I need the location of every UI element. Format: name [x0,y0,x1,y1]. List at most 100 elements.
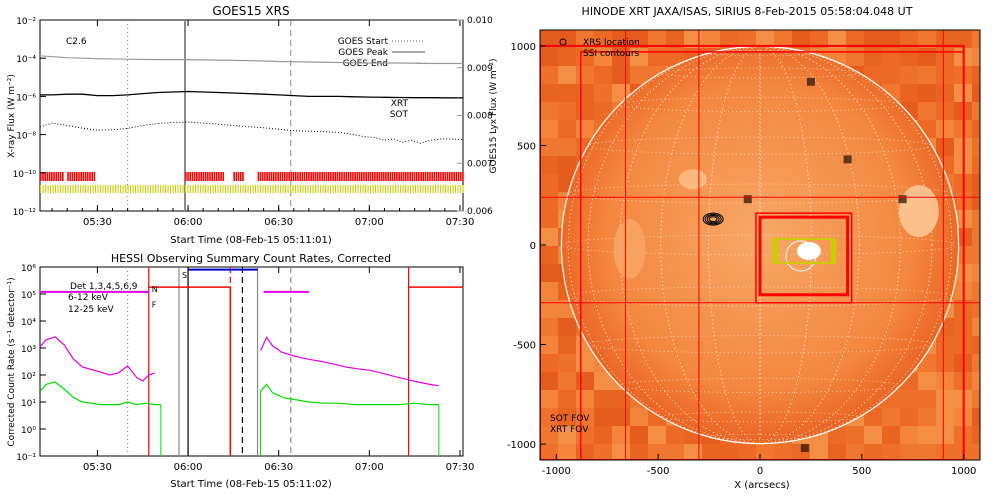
image-tile [648,426,666,444]
sot-observation-tick [65,185,67,193]
image-tile [900,390,918,408]
xrt-observation-tick [275,172,277,181]
image-tile [540,156,558,174]
xrt-observation-tick [48,172,51,181]
sot-observation-tick [445,185,447,193]
image-tile [540,354,558,372]
image-tile [810,444,828,460]
image-tile [540,408,558,426]
xrt-observation-tick [259,172,262,181]
image-tile [972,210,980,228]
dark-speck [743,195,752,204]
sot-observation-tick [102,185,104,193]
image-tile [972,84,980,102]
xrt-observation-tick [314,172,317,181]
sot-observation-tick [127,185,129,193]
sot-observation-tick [97,185,99,193]
sot-observation-tick [100,185,102,193]
goes-xrs-panel: GOES15 XRS Start Time (08-Feb-15 05:11:0… [7,4,499,246]
sot-observation-tick [335,185,337,193]
image-tile [972,426,980,444]
latitude-gridline [660,67,860,79]
goes-x-tick-label: 07:30 [446,217,475,228]
image-tile [540,444,558,460]
image-tile [936,336,954,354]
sot-observation-tick [320,185,322,193]
image-tile [540,30,558,48]
image-tile [558,426,576,444]
image-tile [630,30,648,48]
sot-observation-tick [107,185,109,193]
sot-observation-tick [305,185,307,193]
sot-observation-tick [135,185,137,193]
image-tile [864,48,882,66]
sot-observation-tick [265,185,267,193]
xrt-observation-tick [218,172,220,181]
latitude-gridline [587,136,933,155]
image-tile [972,372,980,390]
sot-observation-tick [405,185,407,193]
image-tile [594,390,612,408]
hessi-contour [704,213,722,225]
latitude-gridline [708,50,812,57]
sot-observation-tick [447,185,449,193]
xrt-observation-tick [426,172,429,181]
image-tile [540,282,558,300]
image-tile [774,30,792,48]
sot-observation-tick [162,185,164,193]
sot-observation-tick [370,185,372,193]
sot-observation-tick [212,185,214,193]
sot-observation-tick [397,185,399,193]
latitude-gridline [660,411,860,423]
image-tile [972,156,980,174]
goes-x-tick-label: 06:30 [264,217,293,228]
image-tile [576,66,594,84]
image-tile [594,84,612,102]
sot-observation-tick [180,185,182,193]
image-tile [540,120,558,138]
image-tile [576,120,594,138]
xrt-observation-tick [404,172,407,181]
xrt-observation-tick [312,172,315,181]
image-tile [540,264,558,282]
sot-observation-tick [270,185,272,193]
sot-observation-tick [420,185,422,193]
latitude-gridline [619,97,901,112]
sot-observation-tick [327,185,329,193]
goes-short-line [39,121,464,144]
image-tile [558,66,576,84]
sot-observation-tick [360,185,362,193]
image-tile [918,30,936,48]
hessi-y-tick-label: 10⁰ [21,426,36,436]
hessi-y-axis-label: Corrected Count Rate (s⁻¹ detector⁻¹) [7,277,17,446]
xrt-observation-tick [380,172,383,181]
xrt-y-tick-label: -500 [513,341,536,352]
sot-observation-tick [345,185,347,193]
xrt-observation-tick [193,172,196,181]
sot-observation-tick [312,185,314,193]
xrt-observation-tick [437,172,440,181]
image-tile [972,120,980,138]
sot-observation-tick [137,185,139,193]
image-tile [558,156,576,174]
sot-observation-tick [207,185,209,193]
image-tile [954,30,972,48]
image-tile [774,444,792,460]
xrt-observation-tick [281,172,284,181]
xrt-observation-tick [264,172,266,181]
xrt-observation-tick [73,172,76,181]
sot-observation-tick [430,185,432,193]
sot-observation-tick [70,185,72,193]
image-tile [972,408,980,426]
image-tile [540,210,558,228]
xrt-observation-tick [288,172,290,181]
xrt-observation-tick [409,172,411,181]
sot-observation-tick [235,185,237,193]
sot-observation-tick [125,185,127,193]
sot-observation-tick [110,185,112,193]
image-tile [882,426,900,444]
image-tile [540,336,558,354]
legend-sot: SOT [390,110,409,120]
xrt-observation-tick [319,172,321,181]
